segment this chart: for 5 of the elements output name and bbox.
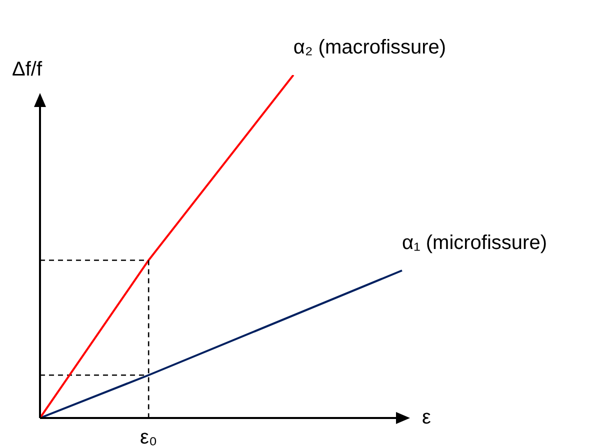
series-label: α₁ (microfissure) <box>402 232 547 254</box>
x-axis-title: ε <box>422 406 431 429</box>
y-axis-title: Δf/f <box>12 58 42 81</box>
text: ε₀ <box>140 426 158 448</box>
series-label: α₂ (macrofissure) <box>293 36 446 59</box>
